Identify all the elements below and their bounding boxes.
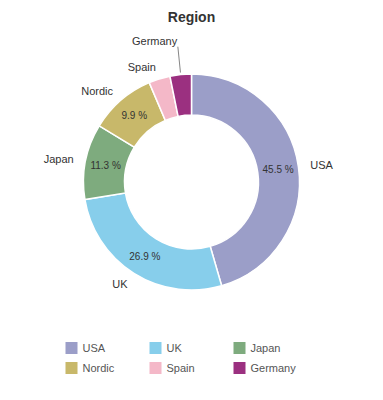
legend-swatch — [234, 342, 246, 354]
legend-label: USA — [83, 342, 106, 354]
slice — [85, 193, 222, 290]
donut: 45.5 % 26.9 % 11.3 % 9.9 % USA UK Japan Nordic S… — [44, 35, 334, 290]
category-labels: USA UK Japan Nordic Spain Germany — [44, 35, 334, 290]
data-label: 9.9 % — [121, 110, 147, 121]
category-label: Germany — [132, 35, 178, 47]
legend-swatch — [66, 342, 78, 354]
legend-label: Spain — [167, 362, 195, 374]
leader-line — [178, 47, 181, 73]
legend-label: Japan — [251, 342, 281, 354]
category-label: USA — [310, 159, 333, 171]
title: Region — [168, 9, 215, 25]
chart: Region 45.5 % 26.9 % 11.3 % 9.9 % USA UK Japan N… — [0, 0, 383, 400]
legend-item: UK — [150, 342, 183, 354]
legend-item: Japan — [234, 342, 281, 354]
slice — [170, 74, 192, 116]
category-label: Nordic — [81, 85, 113, 97]
legend-swatch — [66, 362, 78, 374]
legend-label: Nordic — [83, 362, 115, 374]
slices — [84, 74, 300, 290]
data-labels: 45.5 % 26.9 % 11.3 % 9.9 % — [90, 110, 293, 261]
legend: USA UK Japan Nordic Spain Germany — [66, 342, 297, 374]
legend-label: Germany — [251, 362, 297, 374]
legend-label: UK — [167, 342, 183, 354]
legend-item: USA — [66, 342, 106, 354]
legend-swatch — [150, 342, 162, 354]
category-label: Japan — [44, 153, 74, 165]
category-label: UK — [112, 278, 128, 290]
category-label: Spain — [128, 61, 156, 73]
data-label: 11.3 % — [90, 160, 120, 171]
legend-swatch — [150, 362, 162, 374]
legend-swatch — [234, 362, 246, 374]
data-label: 45.5 % — [263, 164, 294, 175]
legend-item: Nordic — [66, 362, 115, 374]
legend-item: Germany — [234, 362, 297, 374]
data-label: 26.9 % — [129, 251, 160, 262]
legend-item: Spain — [150, 362, 195, 374]
